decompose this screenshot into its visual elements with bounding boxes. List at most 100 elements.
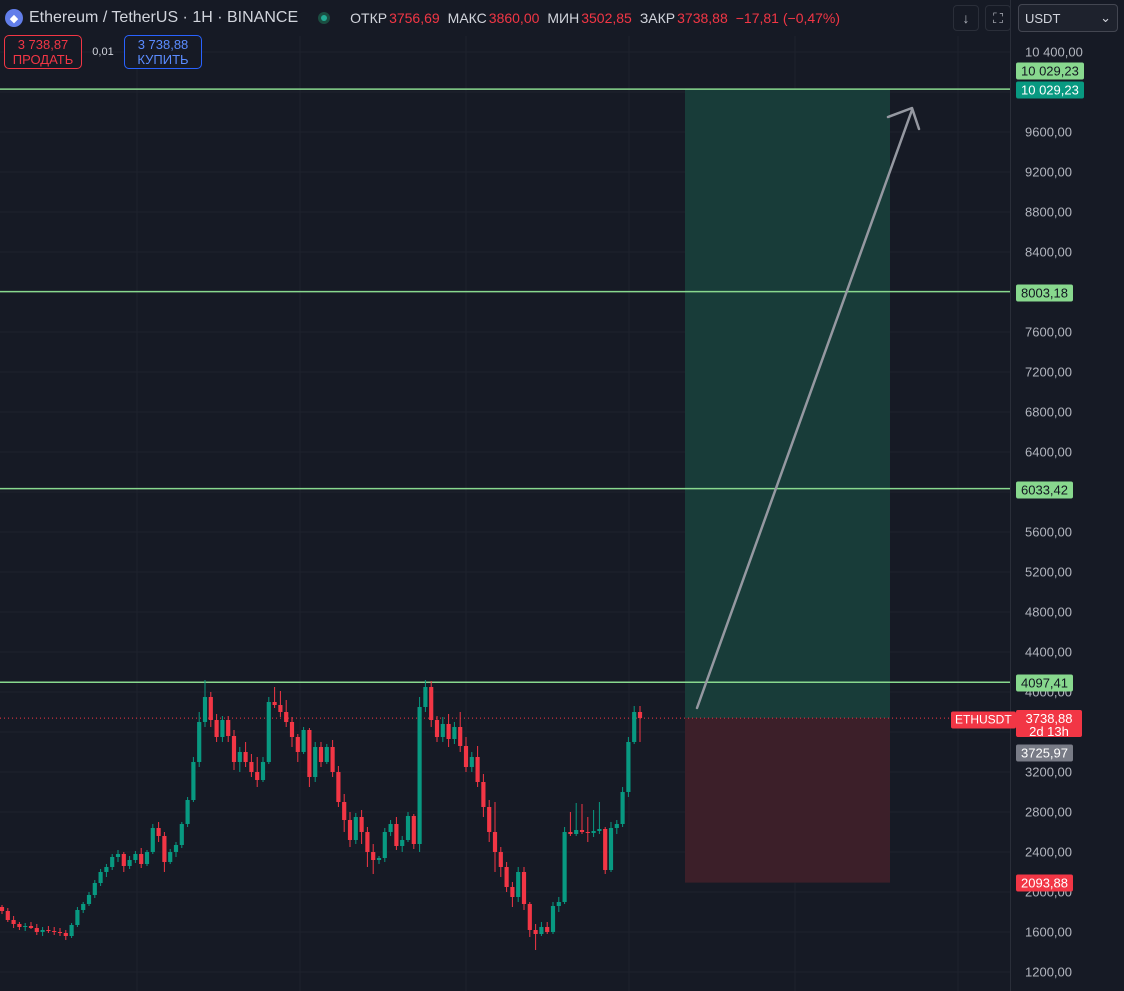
candle bbox=[81, 902, 86, 913]
candle bbox=[579, 804, 585, 834]
candle-body bbox=[86, 895, 92, 904]
spread-value: 0,01 bbox=[92, 46, 114, 58]
open-value: 3756,69 bbox=[389, 10, 440, 26]
candle bbox=[23, 923, 28, 931]
currency-select[interactable]: USDT ⌄ bbox=[1018, 4, 1118, 32]
candle bbox=[52, 927, 57, 935]
candle bbox=[637, 706, 643, 742]
level-tag-6033: 6033,42 bbox=[1016, 481, 1073, 499]
candle-body bbox=[545, 927, 550, 932]
candle bbox=[179, 822, 184, 848]
symbol-badge: ETHUSDT bbox=[951, 711, 1016, 729]
candle bbox=[144, 850, 150, 866]
candle-body bbox=[162, 836, 167, 862]
candle-body bbox=[46, 930, 51, 931]
candle bbox=[434, 716, 440, 742]
candle-body bbox=[34, 928, 39, 932]
candle bbox=[28, 922, 34, 929]
candle bbox=[388, 820, 393, 836]
candle bbox=[75, 907, 80, 927]
candle bbox=[463, 737, 469, 772]
candle-body bbox=[336, 772, 341, 802]
price-axis-tick: 9200,00 bbox=[1025, 164, 1072, 180]
sell-label: ПРОДАТЬ bbox=[12, 52, 74, 67]
candle-body bbox=[463, 746, 469, 767]
symbol-title[interactable]: Ethereum / TetherUS · 1H · BINANCE bbox=[29, 9, 299, 26]
candle bbox=[568, 812, 573, 836]
profit-zone[interactable] bbox=[685, 89, 890, 719]
chevron-down-icon: ⌄ bbox=[1100, 10, 1111, 25]
candle bbox=[272, 687, 277, 708]
candle-body bbox=[104, 867, 109, 872]
low-label: МИН bbox=[547, 10, 580, 26]
candle-body bbox=[313, 747, 318, 777]
candle bbox=[34, 924, 39, 935]
candle bbox=[545, 922, 550, 934]
trend-arrow[interactable] bbox=[695, 106, 921, 710]
candle-body bbox=[411, 816, 416, 844]
previous-close-tag: 3725,97 bbox=[1016, 744, 1073, 762]
close-value: 3738,88 bbox=[677, 10, 728, 26]
candle bbox=[429, 681, 434, 727]
candle bbox=[63, 930, 68, 940]
candle bbox=[353, 813, 358, 844]
open-label: ОТКР bbox=[350, 10, 388, 26]
candle-body bbox=[417, 707, 422, 844]
candle bbox=[342, 794, 347, 832]
candle bbox=[632, 706, 637, 744]
horizontal-levels bbox=[0, 88, 1010, 684]
candle bbox=[168, 849, 173, 864]
last-price-value: 3738,88 bbox=[1025, 711, 1073, 726]
buy-button[interactable]: 3 738,88 КУПИТЬ bbox=[124, 35, 202, 69]
level-tag-4097: 4097,41 bbox=[1016, 674, 1073, 692]
price-axis-tick: 2400,00 bbox=[1025, 844, 1072, 860]
chart-canvas[interactable] bbox=[0, 0, 1010, 991]
candle-body bbox=[498, 852, 503, 867]
candle bbox=[475, 746, 480, 787]
candle-body bbox=[452, 727, 457, 739]
candle-body bbox=[458, 727, 463, 746]
candle bbox=[249, 754, 254, 777]
candle bbox=[98, 869, 103, 886]
candle-body bbox=[330, 747, 335, 772]
candle-body bbox=[231, 736, 237, 762]
candle bbox=[46, 926, 51, 933]
stop-price-tag: 2093,88 bbox=[1016, 874, 1073, 892]
candle-body bbox=[492, 832, 498, 852]
candle-body bbox=[307, 730, 312, 777]
loss-zone[interactable] bbox=[685, 718, 890, 883]
candle bbox=[498, 847, 503, 877]
candle bbox=[243, 742, 248, 767]
candle-body bbox=[585, 832, 590, 833]
candle-body bbox=[28, 926, 34, 928]
candle bbox=[313, 742, 318, 782]
sell-button[interactable]: 3 738,87 ПРОДАТЬ bbox=[4, 35, 82, 69]
candle-body bbox=[214, 720, 219, 737]
price-axis-tick: 4800,00 bbox=[1025, 604, 1072, 620]
candle-body bbox=[347, 820, 353, 840]
price-axis-tick: 1600,00 bbox=[1025, 924, 1072, 940]
candle bbox=[278, 691, 283, 717]
candle-body bbox=[533, 930, 538, 934]
candle bbox=[133, 851, 138, 863]
candle-body bbox=[5, 911, 10, 920]
candle-body bbox=[342, 802, 347, 820]
candle-body bbox=[284, 712, 289, 722]
candle bbox=[492, 802, 498, 872]
candle-body bbox=[208, 697, 213, 720]
candle-body bbox=[539, 927, 544, 934]
candle bbox=[556, 897, 561, 912]
candle-body bbox=[110, 857, 115, 867]
candle-body bbox=[17, 924, 22, 927]
arrow-head bbox=[886, 106, 921, 131]
price-axis-tick: 1200,00 bbox=[1025, 964, 1072, 980]
candle-body bbox=[324, 747, 329, 762]
candle-body bbox=[98, 872, 103, 883]
candle bbox=[220, 716, 225, 742]
candle-body bbox=[568, 832, 573, 834]
candle-body bbox=[446, 724, 451, 739]
price-axis-tick: 4400,00 bbox=[1025, 644, 1072, 660]
market-status-icon[interactable] bbox=[318, 12, 331, 24]
fullscreen-icon[interactable]: ⛶ bbox=[985, 5, 1011, 31]
arrow-down-icon[interactable]: ↓ bbox=[953, 5, 979, 31]
